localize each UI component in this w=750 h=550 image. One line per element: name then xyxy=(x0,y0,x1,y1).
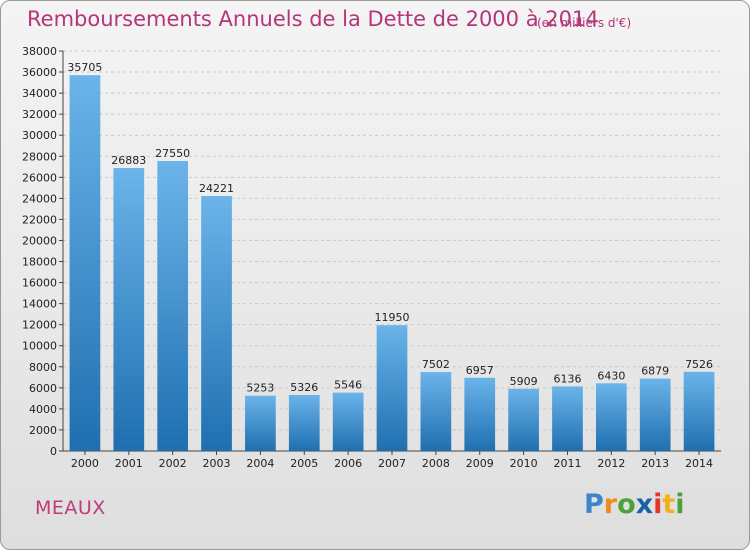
bar-2008 xyxy=(420,372,452,451)
logo-letter: i xyxy=(675,489,685,520)
value-label-2009: 6957 xyxy=(466,364,494,377)
y-tick-label: 2000 xyxy=(29,424,57,437)
bar-2004 xyxy=(245,395,276,451)
bar-2012 xyxy=(595,383,627,451)
value-label-2001: 26883 xyxy=(111,154,146,167)
bar-2005 xyxy=(288,394,320,451)
y-tick-label: 18000 xyxy=(22,256,57,269)
bar-2011 xyxy=(552,386,583,451)
x-tick-label-2008: 2008 xyxy=(422,457,450,470)
value-label-2005: 5326 xyxy=(290,381,318,394)
y-tick-label: 38000 xyxy=(22,45,57,58)
y-tick-label: 20000 xyxy=(22,234,57,247)
x-tick-label-2007: 2007 xyxy=(378,457,406,470)
bars xyxy=(69,75,715,451)
y-tick-label: 4000 xyxy=(29,403,57,416)
bar-2002 xyxy=(157,161,189,451)
value-label-2010: 5909 xyxy=(510,375,538,388)
y-tick-label: 12000 xyxy=(22,319,57,332)
value-label-2006: 5546 xyxy=(334,379,362,392)
y-tick-label: 32000 xyxy=(22,108,57,121)
x-tick-label-2010: 2010 xyxy=(510,457,538,470)
x-tick-label-2001: 2001 xyxy=(115,457,143,470)
value-label-2007: 11950 xyxy=(375,311,410,324)
y-tick-label: 16000 xyxy=(22,277,57,290)
x-tick-label-2000: 2000 xyxy=(71,457,99,470)
bar-2006 xyxy=(332,392,364,451)
y-tick-label: 8000 xyxy=(29,361,57,374)
x-tick-label-2014: 2014 xyxy=(685,457,713,470)
proxiti-logo: Proxiti xyxy=(584,489,685,520)
x-tick-label-2003: 2003 xyxy=(203,457,231,470)
x-tick-label-2006: 2006 xyxy=(334,457,362,470)
value-label-2004: 5253 xyxy=(246,382,274,395)
y-tick-label: 14000 xyxy=(22,298,57,311)
logo-letter: x xyxy=(635,489,654,520)
bar-2003 xyxy=(201,196,232,451)
y-tick-label: 0 xyxy=(50,445,57,458)
bar-2000 xyxy=(69,75,101,451)
logo-letter: o xyxy=(617,489,636,520)
y-tick-label: 6000 xyxy=(29,382,57,395)
bar-2014 xyxy=(683,371,715,451)
chart-subtitle: (en milliers d'€) xyxy=(537,16,632,30)
logo-letter: i xyxy=(653,489,663,520)
logo-letter: P xyxy=(584,489,604,520)
chart-title: Remboursements Annuels de la Dette de 20… xyxy=(27,7,599,31)
value-label-2013: 6879 xyxy=(641,365,669,378)
value-label-2003: 24221 xyxy=(199,182,234,195)
value-label-2008: 7502 xyxy=(422,358,450,371)
y-tick-label: 22000 xyxy=(22,213,57,226)
x-tick-label-2012: 2012 xyxy=(597,457,625,470)
y-tick-label: 36000 xyxy=(22,66,57,79)
bar-2010 xyxy=(508,388,539,451)
y-tick-label: 28000 xyxy=(22,150,57,163)
x-tick-label-2011: 2011 xyxy=(553,457,581,470)
x-tick-label-2013: 2013 xyxy=(641,457,669,470)
value-label-2000: 35705 xyxy=(67,61,102,74)
x-tick-label-2004: 2004 xyxy=(246,457,274,470)
x-tick-label-2009: 2009 xyxy=(466,457,494,470)
y-tick-label: 24000 xyxy=(22,192,57,205)
bar-2007 xyxy=(376,325,408,451)
y-tick-label: 30000 xyxy=(22,129,57,142)
value-label-2002: 27550 xyxy=(155,147,190,160)
logo-letter: r xyxy=(603,489,618,520)
city-name: MEAUX xyxy=(35,497,106,519)
y-tick-label: 10000 xyxy=(22,340,57,353)
labels: 0 2000 4000 6000 8000 10000 12000 14000 16000 180… xyxy=(22,45,713,470)
bar-2009 xyxy=(464,377,496,451)
logo-letter: t xyxy=(662,489,676,520)
value-label-2011: 6136 xyxy=(553,372,581,385)
bar-2001 xyxy=(113,168,145,451)
x-tick-label-2002: 2002 xyxy=(159,457,187,470)
x-tick-label-2005: 2005 xyxy=(290,457,318,470)
y-tick-label: 26000 xyxy=(22,171,57,184)
value-label-2014: 7526 xyxy=(685,358,713,371)
y-tick-label: 34000 xyxy=(22,87,57,100)
value-label-2012: 6430 xyxy=(597,369,625,382)
bar-2013 xyxy=(639,378,671,451)
